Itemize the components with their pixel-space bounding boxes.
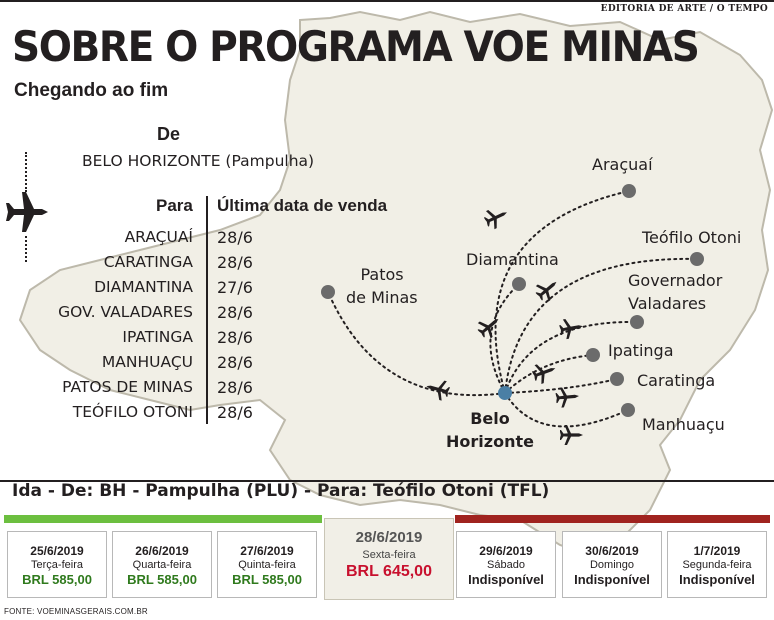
origin-city: BELO HORIZONTE (Pampulha) <box>82 152 315 170</box>
fare-weekday: Sexta-feira <box>362 549 416 561</box>
source-note: FONTE: VOEMINASGERAIS.COM.BR <box>4 607 148 616</box>
city-dot-diamantina <box>512 277 526 291</box>
credit-text: EDITORIA DE ARTE / O TEMPO <box>600 4 768 14</box>
fare-weekday: Quarta-feira <box>132 559 192 571</box>
route-patos <box>327 291 506 397</box>
date-list: 28/6 28/6 27/6 28/6 28/6 28/6 28/6 28/6 <box>217 225 253 425</box>
para-header: Para <box>156 196 193 215</box>
route-manhuacu <box>504 392 629 428</box>
last-sale-date: 28/6 <box>217 353 253 372</box>
dotted-line <box>25 152 27 192</box>
unavailable-bar <box>455 515 770 523</box>
available-bar <box>4 515 322 523</box>
city-label-governador: Governador Valadares <box>628 271 723 313</box>
fare-weekday: Quinta-feira <box>238 559 296 571</box>
fare-weekday: Domingo <box>589 559 635 571</box>
destination-city: CARATINGA <box>103 253 193 271</box>
last-sale-date: 28/6 <box>217 228 253 247</box>
fare-card[interactable]: 26/6/2019 Quarta-feira BRL 585,00 <box>112 531 212 598</box>
fare-card[interactable]: 27/6/2019 Quinta-feira BRL 585,00 <box>217 531 317 598</box>
fare-price: Indisponível <box>574 572 650 587</box>
city-dot-patos <box>321 285 335 299</box>
city-dot-governador <box>630 315 644 329</box>
dotted-line <box>25 236 27 262</box>
fare-date: 30/6/2019 <box>585 544 639 558</box>
fare-date: 27/6/2019 <box>240 544 294 558</box>
last-sale-date: 28/6 <box>217 303 253 322</box>
route-title: Ida - De: BH - Pampulha (PLU) - Para: Te… <box>12 481 550 501</box>
fare-date: 25/6/2019 <box>30 544 84 558</box>
city-label-caratinga: Caratinga <box>637 371 716 390</box>
destination-city: ARAÇUAÍ <box>124 228 193 246</box>
route-governador <box>504 320 638 394</box>
city-dot-aracuai <box>622 184 636 198</box>
credit-bar: EDITORIA DE ARTE / O TEMPO <box>0 0 774 14</box>
fare-price: Indisponível <box>679 572 755 587</box>
route-ipatinga <box>504 354 594 394</box>
last-sale-date: 27/6 <box>217 278 253 297</box>
last-sale-date: 28/6 <box>217 403 253 422</box>
destination-city: TEÓFILO OTONI <box>72 403 193 421</box>
route-caratinga <box>504 378 618 394</box>
fare-card-selected[interactable]: 28/6/2019 Sexta-feira BRL 645,00 <box>324 518 454 600</box>
fare-date: 29/6/2019 <box>479 544 533 558</box>
hub-dot <box>498 386 512 400</box>
column-divider <box>206 196 208 424</box>
fare-card[interactable]: 30/6/2019 Domingo Indisponível <box>562 531 662 598</box>
destination-city: DIAMANTINA <box>94 278 193 296</box>
fare-price: Indisponível <box>468 572 544 587</box>
fare-price: BRL 585,00 <box>22 572 92 587</box>
destination-city: IPATINGA <box>122 328 193 346</box>
last-sale-date: 28/6 <box>217 378 253 397</box>
last-sale-date: 28/6 <box>217 328 253 347</box>
section-divider <box>0 480 774 482</box>
fare-card[interactable]: 25/6/2019 Terça-feira BRL 585,00 <box>7 531 107 598</box>
city-label-teofilo: Teófilo Otoni <box>642 228 742 247</box>
city-label-aracuai: Araçuaí <box>592 155 653 174</box>
fare-weekday: Segunda-feira <box>682 559 752 571</box>
de-label: De <box>157 124 181 144</box>
city-dot-caratinga <box>610 372 624 386</box>
fare-card[interactable]: 1/7/2019 Segunda-feira Indisponível <box>667 531 767 598</box>
destination-city: GOV. VALADARES <box>58 303 193 321</box>
fare-price: BRL 585,00 <box>232 572 302 587</box>
city-label-ipatinga: Ipatinga <box>608 341 674 360</box>
city-dot-teofilo <box>690 252 704 266</box>
fare-price: BRL 585,00 <box>127 572 197 587</box>
fare-price: BRL 645,00 <box>346 563 432 580</box>
last-sale-date: 28/6 <box>217 253 253 272</box>
city-label-manhuacu: Manhuaçu <box>642 415 725 434</box>
city-label-diamantina: Diamantina <box>466 250 559 269</box>
fare-weekday: Terça-feira <box>31 559 83 571</box>
city-dot-manhuacu <box>621 403 635 417</box>
city-label-belo-horizonte: Belo Horizonte <box>446 409 534 451</box>
city-dot-ipatinga <box>586 348 600 362</box>
page-subtitle: Chegando ao fim <box>14 80 169 101</box>
fare-weekday: Sábado <box>487 559 525 571</box>
fare-date: 28/6/2019 <box>355 529 423 546</box>
date-header: Última data de venda <box>217 196 388 215</box>
fare-card[interactable]: 29/6/2019 Sábado Indisponível <box>456 531 556 598</box>
airplane-icon <box>6 192 48 232</box>
city-label-patos: Patos de Minas <box>346 265 418 307</box>
route-teofilo <box>504 257 698 394</box>
fare-date: 1/7/2019 <box>693 544 741 558</box>
destination-city: PATOS DE MINAS <box>62 378 193 396</box>
destination-city: MANHUAÇU <box>101 353 193 371</box>
destination-list: ARAÇUAÍ CARATINGA DIAMANTINA GOV. VALADA… <box>20 225 193 425</box>
page-title: SOBRE O PROGRAMA VOE MINAS <box>12 22 700 71</box>
fare-date: 26/6/2019 <box>135 544 189 558</box>
